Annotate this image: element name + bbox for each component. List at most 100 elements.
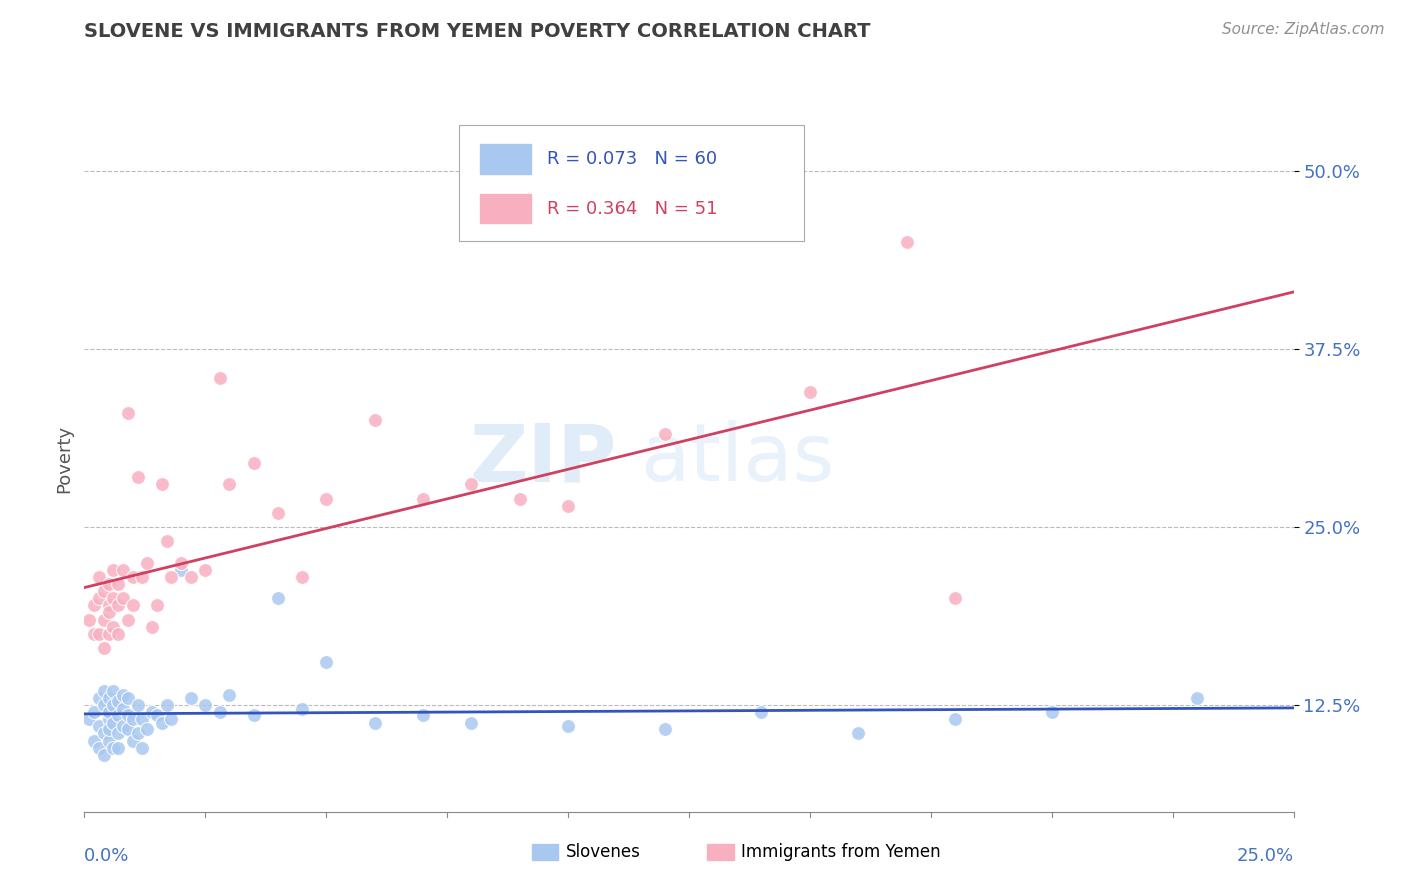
Point bbox=[1040, 705, 1063, 719]
Point bbox=[117, 406, 139, 420]
Point bbox=[131, 712, 153, 726]
Point bbox=[93, 683, 115, 698]
Point bbox=[363, 716, 385, 731]
Point bbox=[83, 627, 105, 641]
Point bbox=[87, 719, 110, 733]
Point bbox=[412, 491, 434, 506]
Text: atlas: atlas bbox=[641, 420, 835, 499]
Point bbox=[127, 698, 149, 712]
Point bbox=[896, 235, 918, 250]
Point bbox=[194, 698, 217, 712]
Point bbox=[267, 506, 290, 520]
Point bbox=[97, 606, 120, 620]
Point bbox=[87, 690, 110, 705]
Bar bbox=[531, 844, 558, 860]
Point bbox=[242, 456, 264, 470]
Point bbox=[751, 705, 773, 719]
Point bbox=[87, 740, 110, 755]
Point bbox=[103, 563, 125, 577]
Point bbox=[83, 705, 105, 719]
Bar bbox=[479, 194, 530, 223]
Point bbox=[131, 570, 153, 584]
Point bbox=[112, 719, 135, 733]
Point bbox=[93, 726, 115, 740]
Point bbox=[87, 570, 110, 584]
Point bbox=[77, 613, 100, 627]
Point bbox=[93, 698, 115, 712]
Text: 0.0%: 0.0% bbox=[84, 847, 129, 865]
Point bbox=[103, 716, 125, 731]
Text: Source: ZipAtlas.com: Source: ZipAtlas.com bbox=[1222, 22, 1385, 37]
Point bbox=[654, 427, 676, 442]
Text: R = 0.073   N = 60: R = 0.073 N = 60 bbox=[547, 150, 717, 169]
Point bbox=[117, 690, 139, 705]
Point bbox=[112, 563, 135, 577]
Point bbox=[93, 640, 115, 655]
Point bbox=[136, 556, 159, 570]
Point bbox=[218, 688, 240, 702]
Point bbox=[107, 599, 129, 613]
Point bbox=[943, 591, 966, 606]
Point bbox=[107, 627, 129, 641]
Point bbox=[121, 733, 143, 747]
Point bbox=[242, 707, 264, 722]
Text: SLOVENE VS IMMIGRANTS FROM YEMEN POVERTY CORRELATION CHART: SLOVENE VS IMMIGRANTS FROM YEMEN POVERTY… bbox=[84, 22, 870, 41]
Point bbox=[103, 591, 125, 606]
Point bbox=[1185, 690, 1208, 705]
Text: 25.0%: 25.0% bbox=[1236, 847, 1294, 865]
Text: Slovenes: Slovenes bbox=[565, 843, 641, 861]
Point bbox=[112, 591, 135, 606]
Point bbox=[83, 599, 105, 613]
Point bbox=[155, 698, 177, 712]
Point bbox=[87, 591, 110, 606]
Point bbox=[97, 599, 120, 613]
Point bbox=[131, 740, 153, 755]
Point bbox=[799, 384, 821, 399]
Point bbox=[509, 491, 531, 506]
Point bbox=[208, 705, 231, 719]
Point bbox=[112, 702, 135, 716]
Text: R = 0.364   N = 51: R = 0.364 N = 51 bbox=[547, 200, 718, 218]
Point bbox=[267, 591, 290, 606]
Point bbox=[97, 690, 120, 705]
Point bbox=[93, 613, 115, 627]
Point bbox=[103, 683, 125, 698]
Point bbox=[121, 599, 143, 613]
Point bbox=[460, 716, 482, 731]
Point bbox=[93, 584, 115, 599]
Point bbox=[208, 370, 231, 384]
Point bbox=[93, 747, 115, 762]
Point bbox=[87, 627, 110, 641]
Point bbox=[77, 712, 100, 726]
Bar bbox=[479, 145, 530, 174]
Point bbox=[97, 705, 120, 719]
Point bbox=[180, 690, 202, 705]
Point bbox=[141, 620, 163, 634]
Point bbox=[103, 740, 125, 755]
Point bbox=[83, 733, 105, 747]
Point bbox=[97, 722, 120, 736]
Point bbox=[170, 563, 193, 577]
Point bbox=[557, 499, 579, 513]
Point bbox=[155, 534, 177, 549]
Point bbox=[107, 726, 129, 740]
Point bbox=[121, 712, 143, 726]
Bar bbox=[707, 844, 734, 860]
Point bbox=[218, 477, 240, 491]
Point bbox=[654, 722, 676, 736]
Point bbox=[112, 688, 135, 702]
Point bbox=[846, 726, 869, 740]
Point bbox=[107, 577, 129, 591]
Point bbox=[97, 577, 120, 591]
Point bbox=[557, 719, 579, 733]
Point bbox=[315, 655, 337, 669]
Point bbox=[117, 613, 139, 627]
Point bbox=[127, 726, 149, 740]
Point bbox=[127, 470, 149, 484]
Point bbox=[460, 477, 482, 491]
Point bbox=[107, 740, 129, 755]
Point bbox=[291, 570, 314, 584]
Point bbox=[136, 722, 159, 736]
Point bbox=[943, 712, 966, 726]
Point bbox=[363, 413, 385, 427]
